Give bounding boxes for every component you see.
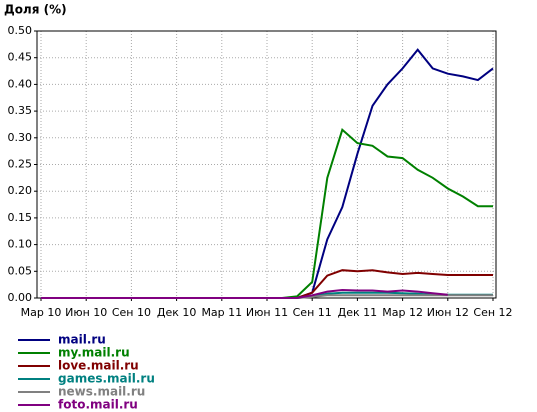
x-tick-label: Июн 11 [246,306,288,319]
x-tick-label: Сен 11 [293,306,332,319]
chart-title: Доля (%) [4,3,67,17]
x-tick-label: Дек 11 [338,306,378,319]
legend-label: my.mail.ru [58,346,130,360]
y-tick-label: 0.30 [8,131,33,144]
x-tick-label: Сен 10 [112,306,151,319]
series-line [41,288,448,299]
y-tick-label: 0.35 [8,104,33,117]
y-tick-label: 0.00 [8,291,33,304]
y-tick-label: 0.05 [8,264,33,277]
legend-label: news.mail.ru [58,385,145,399]
x-tick-label: Мар 10 [21,306,62,319]
x-tick-label: Дек 10 [157,306,197,319]
y-tick-label: 0.50 [8,24,33,37]
x-tick-label: Июн 12 [427,306,469,319]
legend-label: love.mail.ru [58,359,139,373]
x-tick-label: Мар 12 [382,306,423,319]
legend-label: games.mail.ru [58,372,155,386]
y-tick-label: 0.20 [8,184,33,197]
x-tick-label: Июн 10 [65,306,107,319]
y-tick-label: 0.15 [8,211,33,224]
y-tick-label: 0.10 [8,238,33,251]
y-tick-label: 0.40 [8,77,33,90]
y-tick-label: 0.25 [8,158,33,171]
legend-label: foto.mail.ru [58,398,138,412]
x-tick-label: Сен 12 [473,306,512,319]
legend-label: mail.ru [58,333,106,347]
x-tick-label: Мар 11 [201,306,242,319]
y-tick-label: 0.45 [8,51,33,64]
